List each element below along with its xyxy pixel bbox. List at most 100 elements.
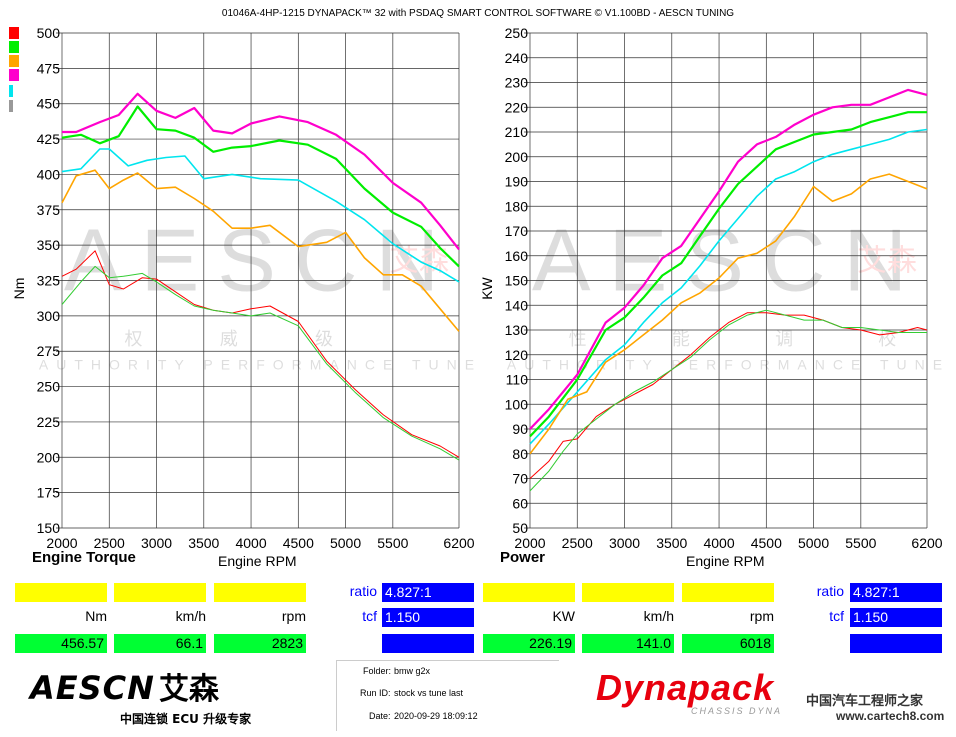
power-xtick-label-3: 3500 — [656, 535, 687, 551]
torque-tcf-value: 1.150 — [382, 608, 474, 627]
power-ytick-label-5: 100 — [505, 396, 529, 412]
torque-series-line-1 — [61, 105, 460, 268]
torque-value-nm: 456.57 — [15, 634, 107, 653]
report-header: 01046A-4HP-1215 DYNAPACK™ 32 with PSDAQ … — [221, 8, 735, 19]
torque-xtick-label-3: 3500 — [188, 535, 219, 551]
power-series-line-0 — [529, 88, 928, 430]
power-ytick-label-17: 220 — [505, 99, 529, 115]
torque-series-line-2 — [61, 148, 460, 283]
power-ratio-label: ratio — [816, 583, 844, 599]
torque-chart: AESCN艾森AUTHORITY PERFORMANCE TUNE权威级2000… — [11, 25, 482, 551]
power-series-line-2 — [529, 128, 928, 445]
torque-xtick-label-0: 2000 — [46, 535, 77, 551]
legend-swatch-4 — [9, 69, 19, 81]
power-xtick-label-8: 6200 — [911, 535, 942, 551]
torque-watermark-sub: AUTHORITY PERFORMANCE TUNE — [39, 357, 482, 373]
torque-yellow-bar-2 — [114, 583, 206, 602]
torque-xtick-label-8: 6200 — [443, 535, 474, 551]
power-blank-blue-bar — [850, 634, 942, 653]
legend-swatch-2 — [9, 41, 19, 53]
torque-xtick-label-2: 3000 — [141, 535, 172, 551]
torque-xtick-label-1: 2500 — [94, 535, 125, 551]
dynapack-logo: Dynapack CHASSIS DYNA — [596, 667, 782, 717]
torque-series-line-5 — [61, 265, 460, 461]
power-series-line-5 — [529, 309, 927, 492]
run-id-value: stock vs tune last — [394, 688, 464, 698]
power-unit-kw: KW — [552, 608, 575, 624]
torque-ratio-value: 4.827:1 — [382, 583, 474, 602]
torque-ratio-label: ratio — [349, 583, 377, 599]
site-watermark-url: www.cartech8.com — [836, 709, 945, 723]
power-ytick-label-6: 110 — [506, 372, 529, 388]
torque-ytick-label-11: 425 — [37, 131, 61, 147]
aescn-logo: AESCN 艾森 中国连锁 ECU 升级专家 — [30, 664, 251, 727]
power-ytick-label-10: 150 — [505, 273, 529, 289]
power-ytick-label-15: 200 — [505, 149, 529, 165]
power-ytick-label-9: 140 — [505, 297, 529, 313]
power-ytick-label-11: 160 — [505, 248, 529, 264]
legend-swatch-6 — [9, 100, 13, 112]
torque-ytick-label-1: 175 — [37, 485, 61, 501]
torque-ytick-label-6: 300 — [37, 308, 61, 324]
legend-swatch-3 — [9, 55, 19, 67]
power-ytick-label-19: 240 — [505, 50, 529, 66]
power-ytick-label-12: 170 — [505, 223, 529, 239]
power-ytick-label-4: 90 — [512, 421, 528, 437]
date-label: Date: — [369, 711, 391, 721]
date-value: 2020-09-29 18:09:12 — [394, 711, 478, 721]
power-watermark-cn: 艾森 — [857, 245, 917, 278]
dynapack-logo-text: Dynapack — [596, 667, 775, 708]
torque-watermark-cn-0: 权 — [124, 329, 142, 349]
power-watermark: AESCN艾森AUTHORITY PERFORMANCE TUNE性能调校 — [507, 210, 950, 373]
power-ytick-label-16: 210 — [505, 124, 529, 140]
power-ytick-label-14: 190 — [505, 174, 529, 190]
legend-swatch-1 — [9, 27, 19, 39]
torque-unit-nm: Nm — [85, 608, 107, 624]
power-chart: AESCN艾森AUTHORITY PERFORMANCE TUNE性能调校200… — [479, 25, 950, 551]
site-watermark: 中国汽车工程师之家 www.cartech8.com — [806, 690, 944, 723]
power-ytick-label-2: 70 — [512, 471, 528, 487]
torque-yellow-bar-3 — [214, 583, 306, 602]
torque-y-axis-label: Nm — [11, 278, 27, 300]
power-y-axis-label: KW — [479, 276, 495, 299]
torque-series-line-0 — [62, 92, 460, 251]
power-xtick-label-0: 2000 — [514, 535, 545, 551]
torque-yellow-bar-1 — [15, 583, 107, 602]
power-xtick-label-5: 4500 — [751, 535, 782, 551]
legend-swatch-5 — [9, 85, 13, 97]
power-value-kw: 226.19 — [483, 634, 575, 653]
power-ytick-label-0: 50 — [512, 520, 528, 536]
power-ytick-label-13: 180 — [505, 198, 529, 214]
power-yellow-bar-1 — [483, 583, 575, 602]
aescn-tagline: 中国连锁 ECU 升级专家 — [120, 712, 252, 726]
torque-ytick-label-4: 250 — [37, 379, 61, 395]
torque-watermark-cn-2: 级 — [315, 329, 333, 349]
torque-ytick-label-7: 325 — [37, 273, 61, 289]
power-unit-kmh: km/h — [643, 608, 674, 624]
torque-tcf-label: tcf — [362, 608, 377, 624]
run-id-label: Run ID: — [360, 688, 391, 698]
power-tcf-value: 1.150 — [850, 608, 942, 627]
torque-value-kmh: 66.1 — [114, 634, 206, 653]
power-xtick-label-7: 5500 — [845, 535, 876, 551]
torque-xtick-label-4: 4000 — [235, 535, 266, 551]
power-ytick-label-7: 120 — [505, 347, 529, 363]
power-xtick-label-2: 3000 — [609, 535, 640, 551]
power-tcf-label: tcf — [829, 608, 844, 624]
power-value-kmh: 141.0 — [582, 634, 674, 653]
torque-xtick-label-6: 5000 — [330, 535, 361, 551]
torque-ytick-label-8: 350 — [37, 237, 61, 253]
power-ytick-label-20: 250 — [505, 25, 529, 41]
torque-ytick-label-12: 450 — [37, 96, 61, 112]
torque-ytick-label-13: 475 — [37, 60, 61, 76]
power-watermark-text: AESCN — [532, 210, 925, 309]
torque-series-line-3 — [61, 169, 460, 332]
power-yellow-bar-3 — [682, 583, 774, 602]
torque-ytick-label-5: 275 — [37, 343, 61, 359]
power-ytick-label-18: 230 — [505, 75, 529, 91]
power-watermark-sub: AUTHORITY PERFORMANCE TUNE — [507, 357, 950, 373]
power-yellow-bar-2 — [582, 583, 674, 602]
aescn-logo-cn: 艾森 — [158, 672, 219, 707]
power-watermark-cn-5: 调 — [775, 329, 793, 349]
power-value-rpm: 6018 — [682, 634, 774, 653]
